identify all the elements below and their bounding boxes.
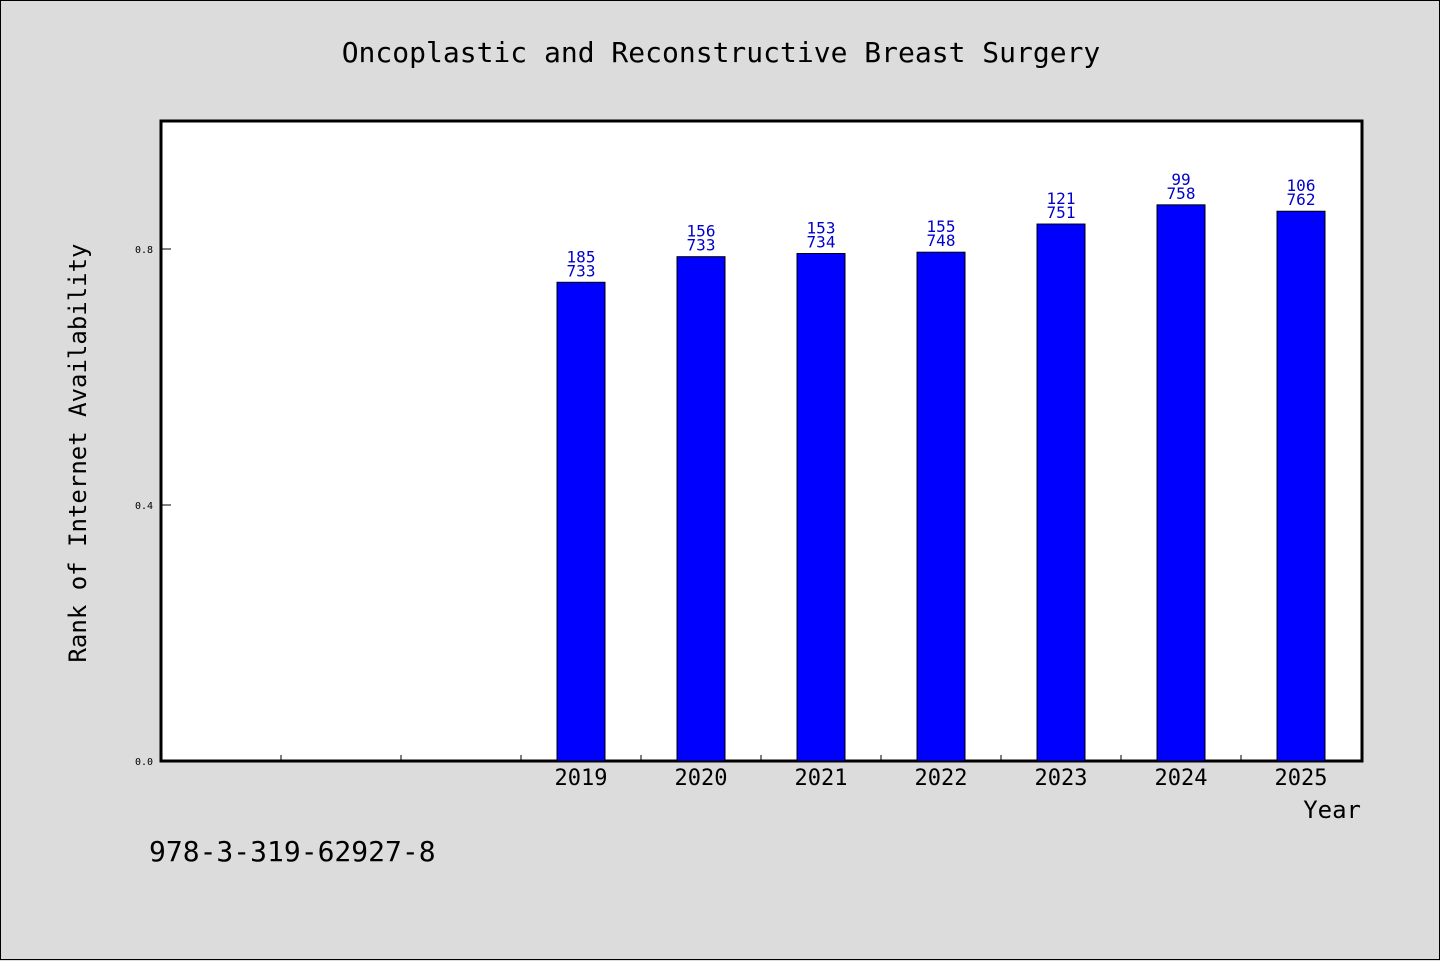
y-axis-ticks: 0.0 0.4 0.8 [135,245,171,768]
data-label-bottom: 733 [567,261,596,280]
x-tick-label: 2024 [1155,766,1208,791]
data-label-bottom: 751 [1047,203,1076,222]
x-tick-label: 2023 [1035,766,1088,791]
data-label-top: 155 [927,217,956,236]
data-label-top: 153 [807,218,836,237]
data-label-top: 121 [1047,189,1076,208]
x-tick-label: 2025 [1275,766,1328,791]
bar-2023 [1036,223,1086,762]
data-label-bottom: 758 [1167,184,1196,203]
bar-2019 [556,281,606,762]
data-label-bottom: 748 [927,231,956,250]
bar-2025 [1276,210,1326,762]
y-tick-label: 0.8 [135,245,153,256]
data-label-bottom: 762 [1287,190,1316,209]
data-label-bottom: 733 [687,236,716,255]
data-label-top: 156 [687,222,716,241]
isbn-code: 978-3-319-62927-8 [149,835,436,868]
y-axis-label: Rank of Internet Availability [64,243,92,662]
bar-2024 [1156,204,1206,762]
data-label-top: 99 [1171,170,1190,189]
x-tick-label: 2021 [795,766,848,791]
bar-2021 [796,252,846,762]
bar-2020 [676,256,726,762]
y-tick-label: 0.4 [135,501,153,512]
chart-title: Oncoplastic and Reconstructive Breast Su… [342,36,1101,69]
data-label-bottom: 734 [807,232,836,251]
x-tick-label: 2022 [915,766,968,791]
data-label-top: 185 [567,247,596,266]
x-tick-label: 2019 [555,766,608,791]
y-tick-label: 0.0 [135,757,153,768]
data-label-top: 106 [1287,176,1316,195]
bar-2022 [916,251,966,762]
x-tick-label: 2020 [675,766,728,791]
x-axis-ticks: 2019 2020 2021 2022 2023 2024 2025 [280,755,1328,791]
x-axis-label: Year [1303,796,1361,824]
